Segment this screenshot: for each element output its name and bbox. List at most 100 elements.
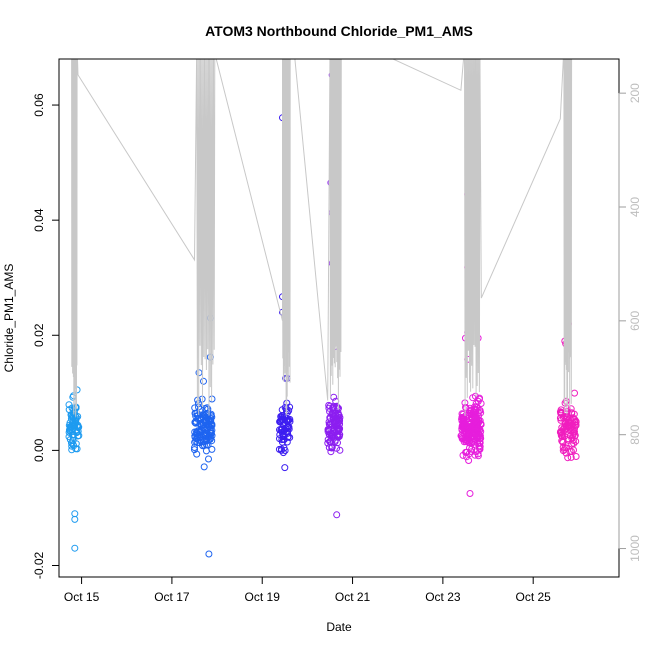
data-point [458,431,466,439]
data-point [465,457,473,464]
data-point [333,425,341,433]
data-point [571,432,579,440]
data-point [457,432,465,440]
data-point [566,448,574,455]
data-point [472,416,479,423]
data-point [557,409,565,417]
data-point [564,422,572,430]
data-point [286,434,294,441]
data-point [336,416,344,424]
data-point [196,420,204,428]
data-point [203,429,211,437]
data-point [335,426,343,434]
data-point [279,431,287,438]
data-point [281,447,289,454]
altitude-line [71,59,573,417]
x-tick-label: Oct 25 [516,590,552,604]
data-point [476,417,484,425]
data-point [325,444,333,451]
data-point [201,405,209,412]
data-point [466,490,474,497]
data-point [71,515,79,523]
data-point [198,434,206,442]
data-point [561,423,568,431]
data-point [71,510,79,518]
data-point [476,394,483,402]
data-point [193,430,201,438]
data-point [193,409,201,417]
y-tick-label: -0.02 [32,551,46,579]
data-point [205,550,213,558]
data-point [336,446,344,454]
data-point [329,414,337,422]
data-point [68,422,76,429]
data-point [204,405,212,413]
data-point [205,421,213,429]
data-point [325,418,333,426]
data-point [571,389,578,397]
data-point [325,401,333,409]
x-axis: Oct 15 Oct 17 Oct 19 Oct 21 Oct 23 Oct 25 [64,576,552,604]
altitude-trace [71,59,573,417]
data-point [207,434,215,442]
data-point [65,401,73,409]
data-point [571,416,579,424]
data-point [327,448,335,456]
data-point [334,413,342,421]
data-point [72,440,80,448]
chart-title: ATOM3 Northbound Chloride_PM1_AMS [205,23,473,39]
data-point [557,429,565,437]
y2-tick-label: 1000 [628,535,642,562]
data-point [474,450,482,458]
data-point [278,436,286,444]
data-point [193,412,201,420]
data-point [191,446,198,454]
x-tick-label: Oct 19 [245,590,281,604]
data-point [200,463,208,471]
data-point [74,427,82,435]
right-altitude-axis: 200 400 600 800 1000 [618,83,642,562]
data-point [572,453,580,460]
data-point [474,397,482,405]
data-point [71,544,79,552]
data-point [66,423,74,431]
data-point [557,406,565,414]
data-point [466,428,474,436]
data-point [474,433,482,440]
y-axis-label: Chloride_PM1_AMS [2,264,16,373]
y2-tick-label: 800 [628,424,642,444]
data-point [566,427,574,434]
data-point [200,377,207,385]
data-point [475,442,483,450]
data-point [461,422,469,430]
data-point [197,405,205,413]
data-point [203,425,211,433]
data-point [558,437,566,445]
data-point [557,414,565,422]
data-point [207,412,215,419]
data-point [73,429,80,437]
data-point [277,446,285,454]
data-point [471,424,479,432]
data-point [568,409,576,417]
data-point [284,423,292,430]
data-point [69,441,77,449]
x-tick-label: Oct 15 [64,590,100,604]
data-point [205,455,212,463]
data-point [285,416,293,424]
data-point [333,511,341,519]
y-axis: -0.02 0.00 0.02 0.04 0.06 [32,93,60,579]
data-points [65,71,580,558]
y-tick-label: 0.04 [32,208,46,232]
data-point [468,439,476,447]
y-tick-label: 0.00 [32,438,46,462]
y-tick-label: 0.02 [32,323,46,347]
data-point [327,430,335,438]
data-point [477,421,485,428]
data-point [476,435,484,443]
data-point [471,392,479,400]
x-tick-label: Oct 23 [425,590,461,604]
data-point [192,419,200,427]
y-tick-label: 0.06 [32,93,46,117]
